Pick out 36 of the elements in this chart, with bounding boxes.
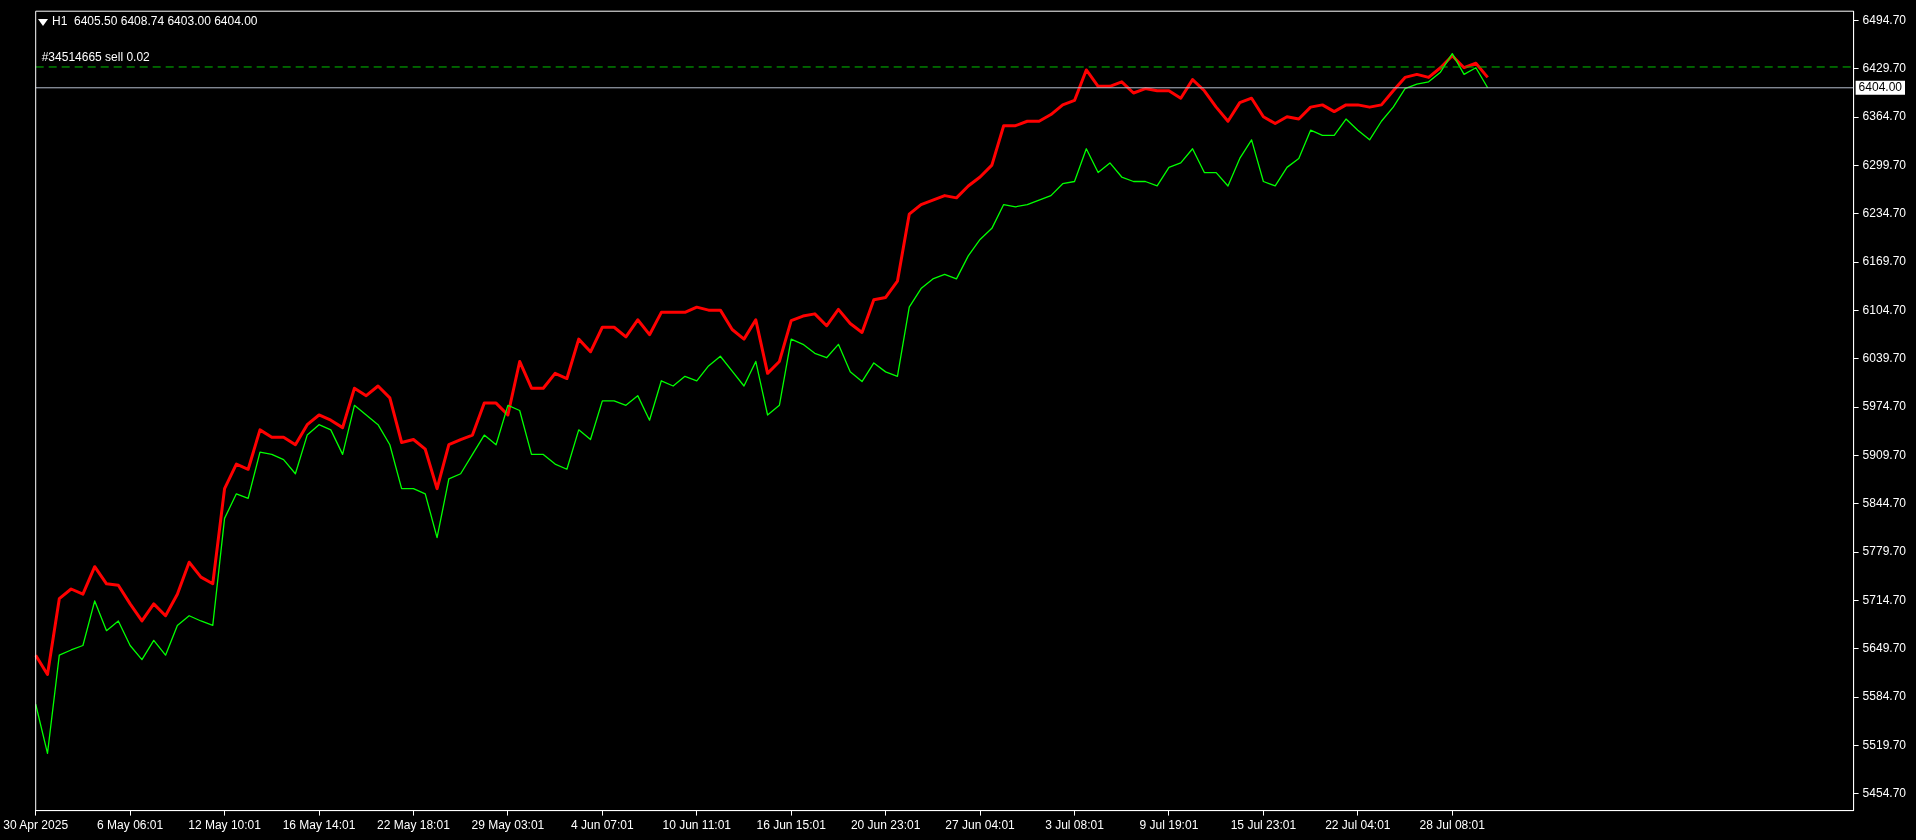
y-tick-label: 6039.70 — [1862, 351, 1907, 366]
y-tick-label: 6299.70 — [1862, 157, 1907, 172]
y-tick-label: 6364.70 — [1862, 109, 1907, 124]
y-tick-label: 5974.70 — [1862, 399, 1907, 414]
x-tick-label: 3 Jul 08:01 — [1045, 818, 1105, 833]
ref-line-label: #34514665 sell 0.02 — [41, 50, 151, 65]
x-tick-label: 30 Apr 2025 — [3, 818, 69, 833]
x-tick-label: 9 Jul 19:01 — [1139, 818, 1199, 833]
x-tick-label: 22 May 18:01 — [377, 818, 451, 833]
x-tick-label: 16 Jun 15:01 — [756, 818, 827, 833]
x-tick-label: 28 Jul 08:01 — [1419, 818, 1486, 833]
y-tick-label: 6234.70 — [1862, 206, 1907, 220]
y-tick-label: 6104.70 — [1862, 302, 1907, 317]
y-tick-label: 5519.70 — [1862, 737, 1907, 752]
chart-title: H1 6405.50 6408.74 6403.00 6404.00 — [52, 14, 258, 28]
y-tick-label: 5844.70 — [1862, 496, 1907, 511]
y-tick-label: 5714.70 — [1862, 592, 1907, 607]
y-tick-label: 6169.70 — [1862, 254, 1907, 269]
x-tick-label: 27 Jun 04:01 — [945, 818, 1016, 833]
y-tick-label: 5779.70 — [1862, 544, 1907, 559]
y-tick-label: 5649.70 — [1862, 641, 1907, 656]
x-tick-label: 15 Jul 23:01 — [1230, 818, 1297, 833]
y-tick-label: 6494.70 — [1862, 12, 1907, 27]
x-tick-label: 29 May 03:01 — [471, 818, 545, 833]
y-tick-label: 6429.70 — [1862, 60, 1907, 75]
x-tick-label: 4 Jun 07:01 — [570, 818, 635, 833]
x-tick-label: 16 May 14:01 — [282, 818, 356, 833]
x-tick-label: 6 May 06:01 — [97, 818, 164, 833]
x-tick-label: 10 Jun 11:01 — [662, 818, 732, 833]
x-tick-label: 12 May 10:01 — [188, 818, 262, 833]
ref-line-label: 6404.00 — [1858, 80, 1903, 95]
x-tick-label: 22 Jul 04:01 — [1325, 818, 1391, 833]
y-tick-label: 5584.70 — [1862, 689, 1907, 704]
y-tick-label: 5454.70 — [1862, 786, 1907, 801]
y-tick-label: 5909.70 — [1862, 447, 1907, 462]
x-tick-label: 20 Jun 23:01 — [850, 818, 921, 833]
